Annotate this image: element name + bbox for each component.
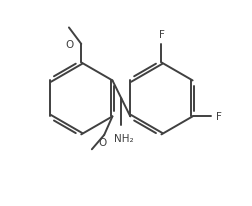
- Text: O: O: [66, 40, 74, 50]
- Text: F: F: [215, 112, 221, 122]
- Text: NH₂: NH₂: [113, 134, 133, 144]
- Text: F: F: [158, 30, 164, 40]
- Text: O: O: [98, 137, 106, 147]
